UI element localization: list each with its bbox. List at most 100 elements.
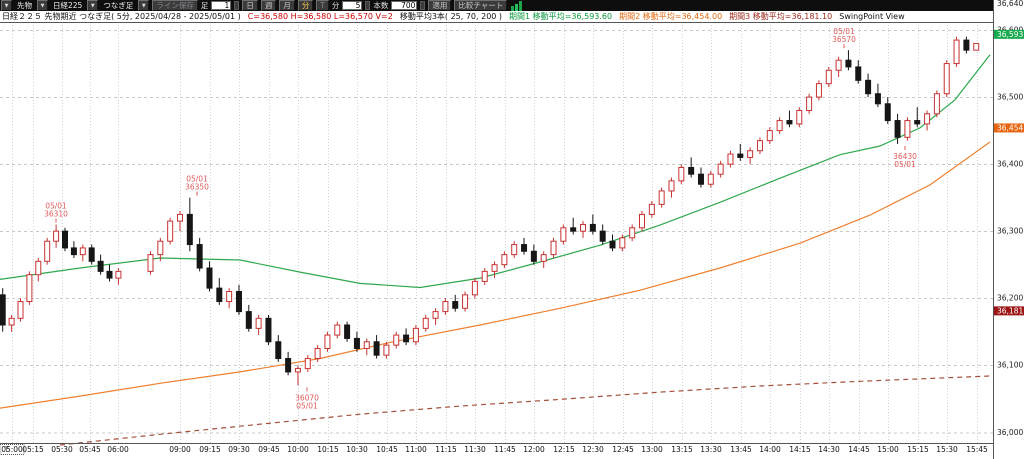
candle [609, 234, 616, 252]
candle [471, 278, 478, 299]
svg-text:36,000.00: 36,000.00 [997, 428, 1024, 437]
svg-text:05/01: 05/01 [45, 201, 67, 210]
minutes-spinner[interactable] [365, 1, 371, 10]
style-dropdown-icon[interactable]: ▼ [138, 0, 150, 11]
time-axis-label: 15:30 [936, 445, 958, 454]
svg-text:05/01: 05/01 [296, 401, 318, 410]
time-axis-label: 09:45 [258, 445, 280, 454]
candle [481, 268, 488, 285]
candle [442, 298, 449, 315]
candle [580, 221, 587, 238]
candle [717, 160, 724, 178]
compare-chart-button[interactable]: 比較チャート [454, 0, 508, 11]
time-axis-label: 13:30 [700, 445, 722, 454]
candle [452, 294, 459, 312]
candle [491, 261, 498, 279]
line-save-button[interactable]: ライン保存 [152, 0, 198, 11]
candle [570, 217, 577, 235]
bar-count-input[interactable] [391, 1, 418, 10]
symbol-dropdown-icon[interactable]: ▼ [87, 0, 99, 11]
symbol-select[interactable]: 日経225 [53, 1, 83, 10]
candle [324, 331, 331, 352]
candle [629, 224, 636, 242]
svg-text:36,400.00: 36,400.00 [997, 160, 1024, 169]
market-dropdown-icon[interactable]: ▼ [37, 0, 48, 11]
candle [353, 331, 360, 352]
toolbar: ▼ 先物 ▼ 日経225 ▼ つなぎ足 ▼ ライン保存 足 日 週 月 分 T … [0, 0, 993, 11]
candle [501, 251, 508, 269]
candle [540, 251, 547, 269]
time-axis-label: 12:30 [582, 445, 604, 454]
candle [776, 117, 783, 134]
candle [688, 157, 695, 178]
candle [8, 314, 15, 332]
candle [265, 314, 272, 346]
candle [294, 365, 301, 386]
svg-text:36350: 36350 [185, 183, 209, 192]
period-month-button[interactable]: 月 [279, 0, 295, 11]
time-axis-label: 06:00 [107, 445, 129, 454]
minutes-label: 分 [331, 1, 340, 10]
time-axis-label: 11:00 [405, 445, 427, 454]
candle [835, 56, 842, 77]
candle [285, 351, 292, 376]
minutes-input[interactable] [342, 1, 363, 10]
period-tick-button[interactable]: T [316, 0, 329, 11]
chart-info-bar: 日経２２５ 先物期近 つなぎ足( 5分, 2025/04/28 - 2025/0… [0, 11, 993, 22]
apply-button[interactable]: 適用 [428, 0, 452, 11]
market-select[interactable]: 先物 [17, 1, 32, 10]
instrument-title: 日経２２５ 先物期近 つなぎ足( 5分, 2025/04/28 - 2025/0… [2, 12, 241, 21]
candle [115, 268, 122, 285]
period-minute-button[interactable]: 分 [297, 0, 314, 11]
green-chart-icon[interactable] [510, 0, 524, 11]
candle [363, 338, 370, 356]
svg-text:36,181.10: 36,181.10 [997, 306, 1024, 315]
candle [855, 60, 862, 84]
time-axis-label: 13:00 [641, 445, 663, 454]
candle [678, 164, 685, 185]
ma3-readout: 期間3 移動平均=36,181.10 [729, 12, 833, 21]
ma-line-3 [59, 375, 991, 446]
time-axis-label: 05:00 [1, 445, 23, 454]
candle [186, 197, 193, 252]
time-axis-label: 11:15 [435, 445, 457, 454]
ashi-count-input[interactable] [211, 1, 232, 10]
svg-text:36,640.: 36,640. [997, 0, 1024, 8]
bar-count-label: 本数 [373, 1, 389, 10]
chart-style-select[interactable]: つなぎ足 [103, 1, 134, 10]
candle [756, 137, 763, 155]
period-day-button[interactable]: 日 [242, 0, 258, 11]
svg-text:05/01: 05/01 [186, 175, 208, 184]
candle [167, 217, 174, 245]
candle [79, 244, 86, 262]
time-axis-label: 12:45 [612, 445, 634, 454]
ashi-spinner[interactable] [234, 1, 240, 10]
ma-value-badge [994, 123, 1024, 133]
time-axis-label: 11:30 [464, 445, 486, 454]
svg-text:36,300.00: 36,300.00 [997, 227, 1024, 236]
svg-text:36,100.00: 36,100.00 [997, 361, 1024, 370]
candle [530, 244, 537, 265]
time-axis-label: 15:45 [966, 445, 988, 454]
candle [462, 291, 469, 312]
ma1-readout: 期間1 移動平均=36,593.60 [509, 12, 613, 21]
candle [825, 66, 832, 88]
candle [373, 335, 380, 359]
candle [874, 83, 881, 108]
candle [157, 237, 164, 262]
candle [943, 60, 950, 98]
candle [511, 241, 518, 258]
candle [97, 254, 104, 275]
period-week-button[interactable]: 週 [260, 0, 277, 11]
candle [560, 224, 567, 245]
time-axis-label: 05:15 [22, 445, 44, 454]
candle [176, 211, 183, 232]
collapse-dropdown-button[interactable]: ▼ [1, 0, 12, 11]
bar-count-spinner[interactable] [420, 1, 426, 10]
